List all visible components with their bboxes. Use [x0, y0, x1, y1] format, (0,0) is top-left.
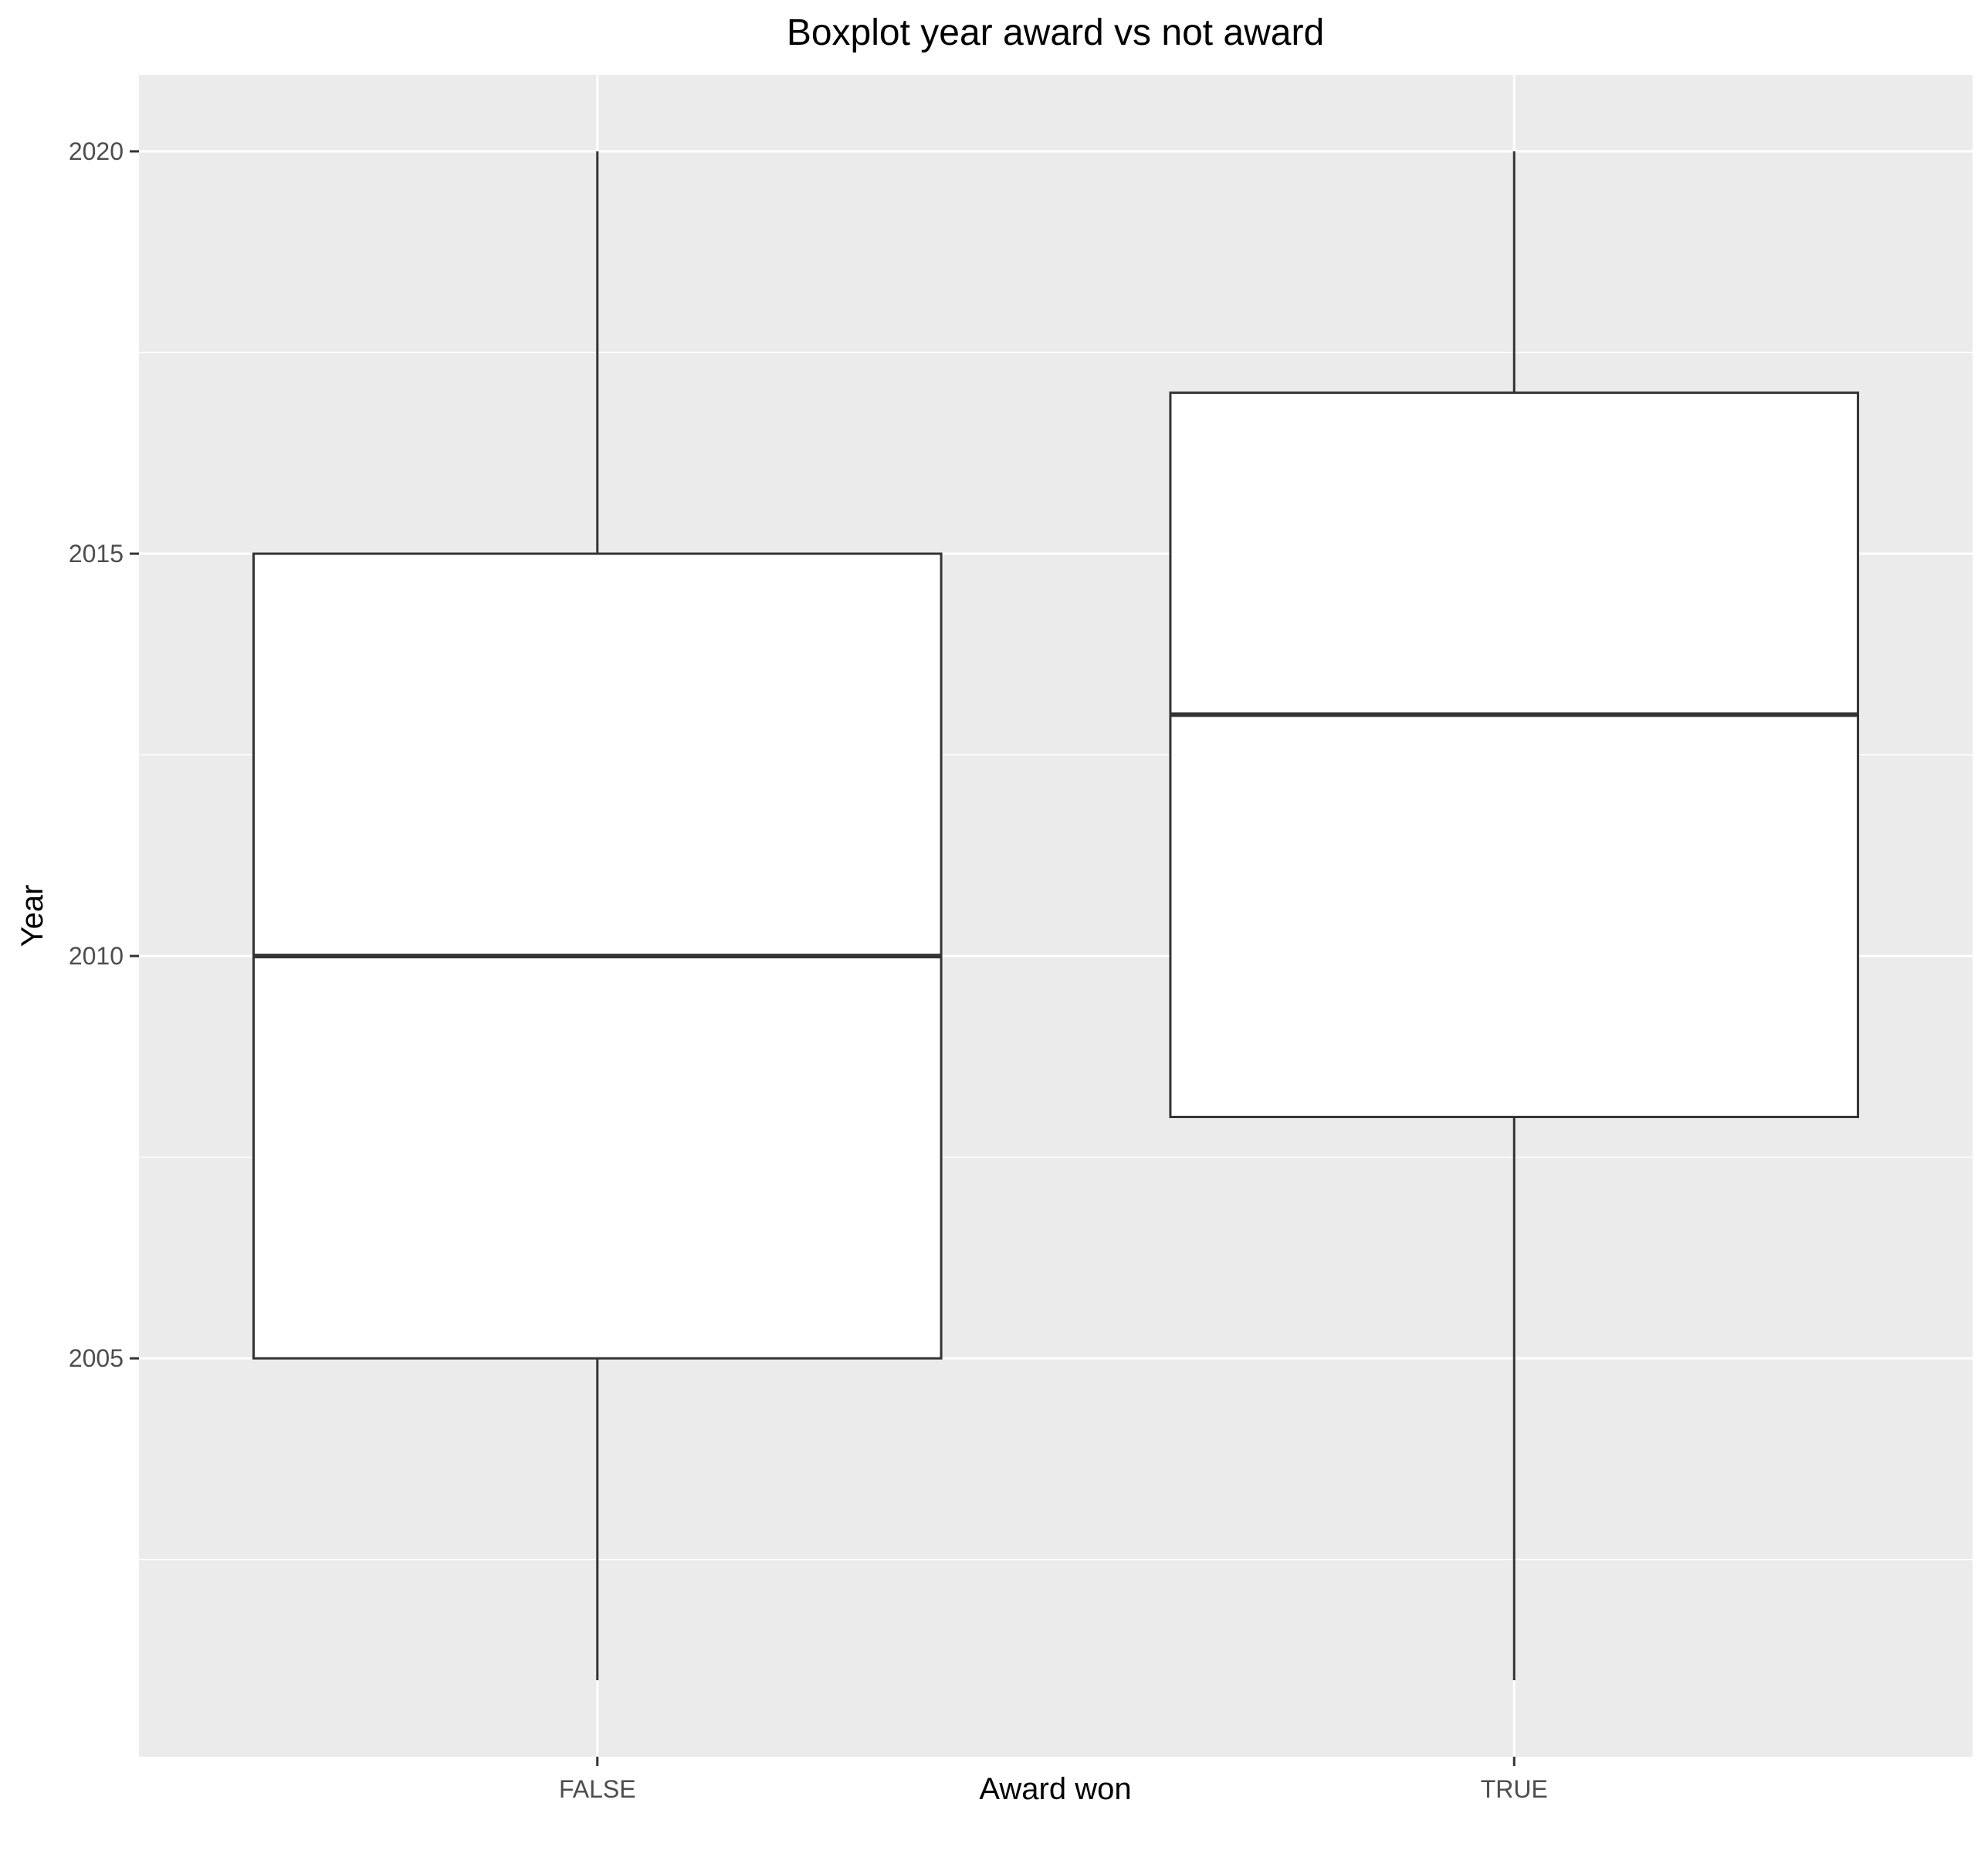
- x-tick-label: TRUE: [1481, 1775, 1548, 1803]
- y-tick-label: 2010: [69, 942, 124, 970]
- x-tick-label: FALSE: [559, 1775, 636, 1803]
- y-tick-label: 2020: [69, 137, 124, 165]
- y-tick-label: 2015: [69, 540, 124, 568]
- box-true: [1169, 151, 1860, 1680]
- box-false: [252, 151, 943, 1680]
- y-axis-title: Year: [15, 885, 49, 947]
- chart-title: Boxplot year award vs not award: [787, 12, 1324, 53]
- boxes: [252, 151, 1860, 1680]
- x-axis-title: Award won: [979, 1772, 1131, 1806]
- y-axis: 2005 2010 2015 2020: [69, 137, 139, 1372]
- x-axis: FALSE TRUE: [559, 1757, 1548, 1803]
- iqr-box: [1169, 391, 1860, 1119]
- y-tick-label: 2005: [69, 1344, 124, 1372]
